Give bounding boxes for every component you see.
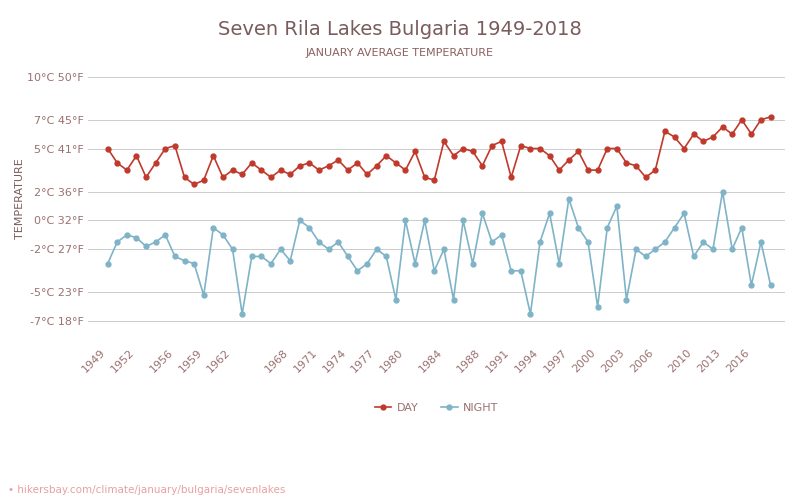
- Line: NIGHT: NIGHT: [106, 190, 773, 316]
- NIGHT: [718, 188, 727, 194]
- Line: DAY: DAY: [106, 114, 773, 187]
- Y-axis label: TEMPERATURE: TEMPERATURE: [15, 158, 25, 240]
- Text: JANUARY AVERAGE TEMPERATURE: JANUARY AVERAGE TEMPERATURE: [306, 48, 494, 58]
- DAY: [478, 163, 487, 169]
- DAY: [190, 182, 199, 188]
- DAY: [103, 146, 113, 152]
- DAY: [266, 174, 276, 180]
- NIGHT: [391, 296, 401, 302]
- Text: Seven Rila Lakes Bulgaria 1949-2018: Seven Rila Lakes Bulgaria 1949-2018: [218, 20, 582, 39]
- NIGHT: [190, 260, 199, 266]
- Text: • hikersbay.com/climate/january/bulgaria/sevenlakes: • hikersbay.com/climate/january/bulgaria…: [8, 485, 286, 495]
- NIGHT: [478, 210, 487, 216]
- DAY: [199, 177, 209, 183]
- Legend: DAY, NIGHT: DAY, NIGHT: [370, 399, 503, 418]
- DAY: [679, 146, 689, 152]
- DAY: [766, 114, 775, 120]
- NIGHT: [679, 210, 689, 216]
- NIGHT: [766, 282, 775, 288]
- DAY: [314, 167, 324, 173]
- NIGHT: [103, 260, 113, 266]
- DAY: [670, 134, 679, 140]
- NIGHT: [266, 260, 276, 266]
- NIGHT: [238, 311, 247, 317]
- NIGHT: [314, 239, 324, 245]
